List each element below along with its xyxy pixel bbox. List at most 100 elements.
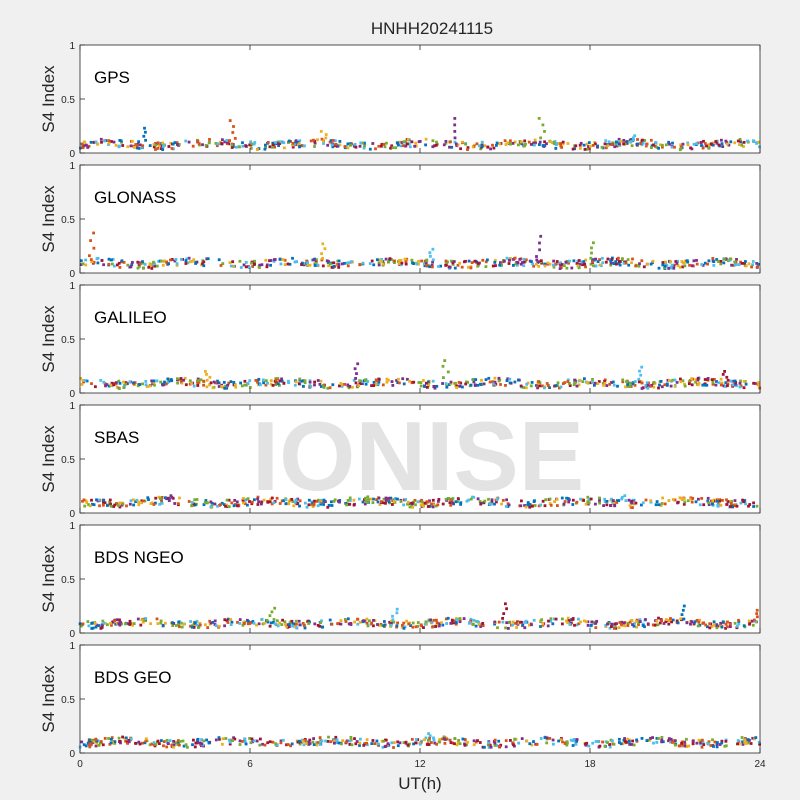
- data-point: [718, 743, 722, 746]
- data-point: [751, 263, 754, 267]
- data-point: [702, 503, 706, 507]
- data-point: [296, 497, 300, 501]
- spike-point: [443, 359, 447, 362]
- data-point: [461, 385, 464, 389]
- data-point: [86, 146, 90, 149]
- data-point: [673, 378, 677, 382]
- data-point: [254, 379, 258, 382]
- data-point: [587, 744, 591, 748]
- spike-point: [321, 242, 325, 246]
- data-point: [337, 741, 341, 745]
- data-point: [365, 621, 369, 625]
- y-tick-label: 0.5: [61, 215, 75, 226]
- data-point: [400, 141, 404, 144]
- data-point: [382, 501, 385, 505]
- data-point: [374, 383, 378, 386]
- data-point: [341, 383, 344, 386]
- data-point: [459, 381, 463, 385]
- data-point: [389, 624, 393, 627]
- data-point: [617, 137, 621, 141]
- data-point: [598, 744, 602, 748]
- data-point: [287, 381, 290, 384]
- data-point: [601, 740, 604, 744]
- data-point: [138, 143, 142, 147]
- y-axis-label: S4 Index: [39, 305, 58, 373]
- y-axis-label: S4 Index: [39, 185, 58, 253]
- data-point: [173, 259, 177, 263]
- data-point: [127, 740, 131, 744]
- data-point: [562, 264, 566, 268]
- data-point: [413, 144, 417, 148]
- data-point: [683, 382, 686, 386]
- data-point: [692, 259, 696, 263]
- data-point: [239, 381, 242, 385]
- data-point: [638, 618, 642, 622]
- data-point: [425, 743, 429, 746]
- data-point: [229, 380, 233, 383]
- data-point: [667, 140, 670, 144]
- data-point: [349, 499, 352, 502]
- data-point: [221, 742, 224, 746]
- data-point: [264, 379, 268, 383]
- data-point: [113, 619, 116, 623]
- data-point: [126, 742, 129, 745]
- data-point: [141, 260, 144, 263]
- data-point: [399, 259, 403, 262]
- data-point: [667, 267, 671, 270]
- data-point: [313, 380, 316, 384]
- data-point: [189, 260, 192, 264]
- data-point: [161, 383, 165, 387]
- data-point: [281, 738, 285, 742]
- data-point: [399, 500, 403, 503]
- data-point: [577, 259, 581, 262]
- data-point: [313, 622, 317, 626]
- data-point: [249, 741, 253, 745]
- data-point: [738, 381, 742, 385]
- data-point: [377, 380, 381, 384]
- data-point: [540, 618, 543, 622]
- data-point: [156, 147, 160, 150]
- data-point: [423, 622, 427, 626]
- data-point: [408, 505, 412, 509]
- data-point: [722, 384, 726, 388]
- data-point: [322, 142, 325, 145]
- data-point: [586, 500, 590, 504]
- data-point: [605, 503, 609, 507]
- data-point: [402, 621, 406, 625]
- data-point: [295, 260, 298, 263]
- data-point: [111, 620, 115, 624]
- data-point: [532, 264, 535, 268]
- data-point: [156, 141, 160, 145]
- data-point: [328, 618, 332, 622]
- data-point: [707, 259, 711, 263]
- data-point: [425, 258, 429, 262]
- data-point: [115, 385, 119, 389]
- data-point: [276, 382, 280, 386]
- data-point: [702, 743, 706, 746]
- data-point: [198, 621, 202, 625]
- data-point: [412, 380, 416, 384]
- data-point: [443, 737, 446, 741]
- data-point: [476, 739, 479, 742]
- data-point: [665, 143, 668, 147]
- data-point: [441, 382, 444, 385]
- data-point: [411, 505, 414, 509]
- data-point: [174, 258, 178, 261]
- data-point: [523, 139, 527, 143]
- data-point: [456, 500, 460, 504]
- data-point: [664, 618, 668, 621]
- data-point: [717, 143, 721, 147]
- data-point: [644, 618, 647, 621]
- data-point: [305, 740, 308, 744]
- data-point: [467, 259, 471, 263]
- data-point: [541, 144, 545, 147]
- data-point: [217, 385, 221, 388]
- data-point: [491, 380, 495, 384]
- spike-point: [441, 364, 445, 368]
- spike-point: [232, 125, 235, 128]
- data-point: [538, 384, 542, 388]
- data-point: [512, 258, 515, 261]
- data-point: [333, 741, 336, 745]
- data-point: [287, 625, 291, 628]
- data-point: [220, 142, 224, 145]
